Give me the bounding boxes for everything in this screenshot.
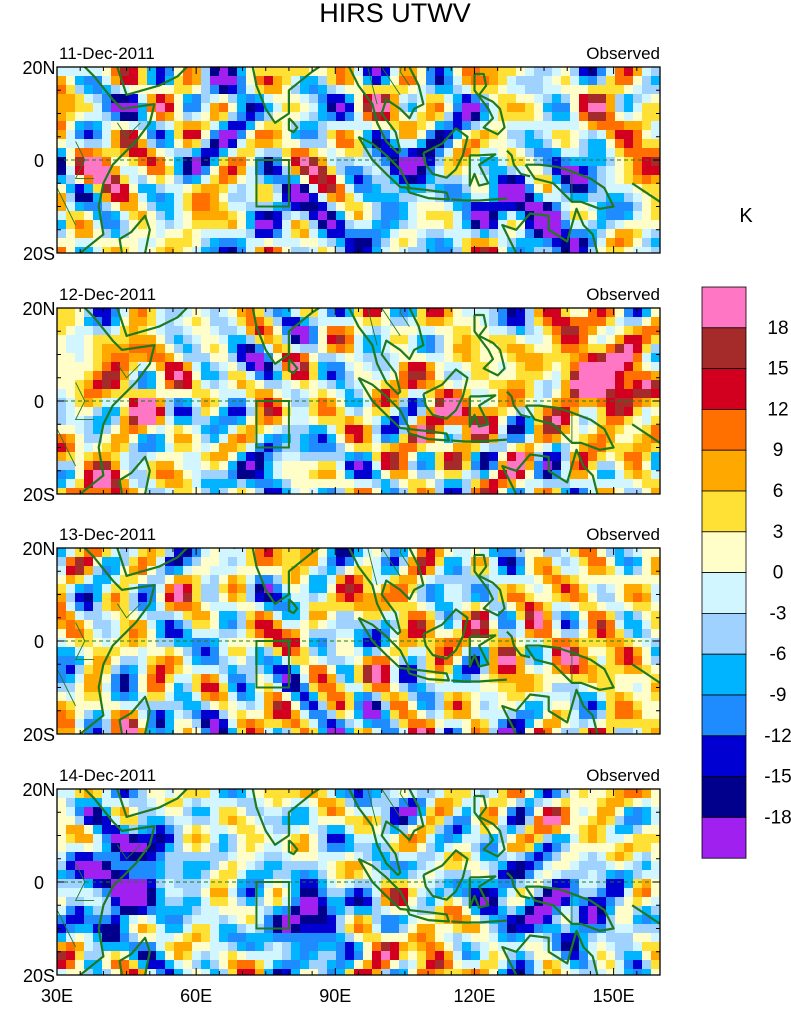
colorbar-swatch <box>701 572 747 614</box>
map-panel: 20N 0 20S 11-Dec-2011 Observed <box>22 44 661 264</box>
latitude-label: 20S <box>23 966 55 986</box>
longitude-label: 150E <box>593 986 635 1006</box>
colorbar-level: 9 <box>773 440 784 461</box>
colorbar-swatch <box>701 735 747 777</box>
coastlines <box>57 789 660 975</box>
longitude-label: 120E <box>453 986 495 1006</box>
colorbar-level: 12 <box>767 399 788 420</box>
map-panels: 20N 0 20S 11-Dec-2011 Observed 20N 0 20S 12-Dec-… <box>22 44 661 986</box>
map-panel: 20N 0 20S 12-Dec-2011 Observed <box>22 285 661 505</box>
colorbar-level: 3 <box>773 522 784 543</box>
colorbar-swatch <box>701 286 747 329</box>
coastlines <box>57 548 660 734</box>
colorbar-swatch <box>701 817 747 859</box>
panel-date: 14-Dec-2011 <box>59 766 156 785</box>
latitude-label: 20N <box>22 780 55 800</box>
colorbar-swatch <box>701 776 747 818</box>
colorbar-level: -3 <box>770 603 787 624</box>
region-box <box>255 159 290 208</box>
latitude-label: 20N <box>22 539 55 559</box>
panel-label: Observed <box>586 766 660 785</box>
latitude-label: 0 <box>34 632 44 652</box>
colorbar-level: 18 <box>767 318 788 339</box>
colorbar-swatch <box>701 408 747 451</box>
colorbar-level: -18 <box>764 807 791 828</box>
latitude-label: 20S <box>23 485 55 505</box>
colorbar-swatch <box>701 694 747 737</box>
longitude-label: 60E <box>180 986 212 1006</box>
latitude-label: 0 <box>34 392 44 412</box>
colorbar-level: -12 <box>764 726 791 747</box>
colorbar-level: -9 <box>770 685 787 706</box>
colorbar-swatch <box>701 449 747 492</box>
region-box <box>255 881 290 930</box>
coastlines <box>57 308 660 494</box>
utwv-anomaly-field <box>57 548 660 734</box>
longitude-label: 90E <box>319 986 351 1006</box>
colorbar-level: 6 <box>773 481 784 502</box>
latitude-label: 20S <box>23 725 55 745</box>
figure-title: HIRS UTWV <box>319 0 471 28</box>
panel-label: Observed <box>586 525 660 544</box>
coastlines <box>57 67 660 253</box>
colorbar-swatch <box>701 327 747 369</box>
colorbar-swatch <box>701 613 747 655</box>
panel-date: 11-Dec-2011 <box>59 44 155 63</box>
panel-date: 13-Dec-2011 <box>59 525 156 544</box>
latitude-label: 0 <box>34 873 44 893</box>
colorbar-swatch <box>701 653 747 696</box>
latitude-label: 20N <box>22 299 55 319</box>
colorbar-level: 0 <box>773 563 784 584</box>
longitude-axis: 30E 60E 90E 120E 150E <box>41 986 635 1006</box>
colorbar: 18 15 12 9 6 3 0 -3 -6 -9 -12 -15 -18 <box>701 286 791 859</box>
panel-date: 12-Dec-2011 <box>59 285 156 304</box>
region-box <box>255 400 290 449</box>
region-box <box>255 640 290 689</box>
colorbar-swatch <box>701 531 747 573</box>
latitude-label: 20S <box>23 244 55 264</box>
utwv-anomaly-field <box>57 67 660 253</box>
map-panel: 20N 0 20S 13-Dec-2011 Observed <box>22 525 661 745</box>
map-panel: 20N 0 20S 14-Dec-2011 Observed <box>22 766 661 986</box>
panel-label: Observed <box>586 44 660 63</box>
colorbar-level: 15 <box>767 359 788 380</box>
colorbar-swatch <box>701 368 747 410</box>
colorbar-level: -15 <box>764 767 791 788</box>
colorbar-unit: K <box>739 205 753 227</box>
latitude-label: 0 <box>34 151 44 171</box>
colorbar-level: -6 <box>770 644 787 665</box>
colorbar-swatch <box>701 490 747 533</box>
panel-label: Observed <box>586 285 660 304</box>
utwv-anomaly-field <box>57 308 660 494</box>
latitude-label: 20N <box>22 58 55 78</box>
longitude-label: 30E <box>41 986 73 1006</box>
